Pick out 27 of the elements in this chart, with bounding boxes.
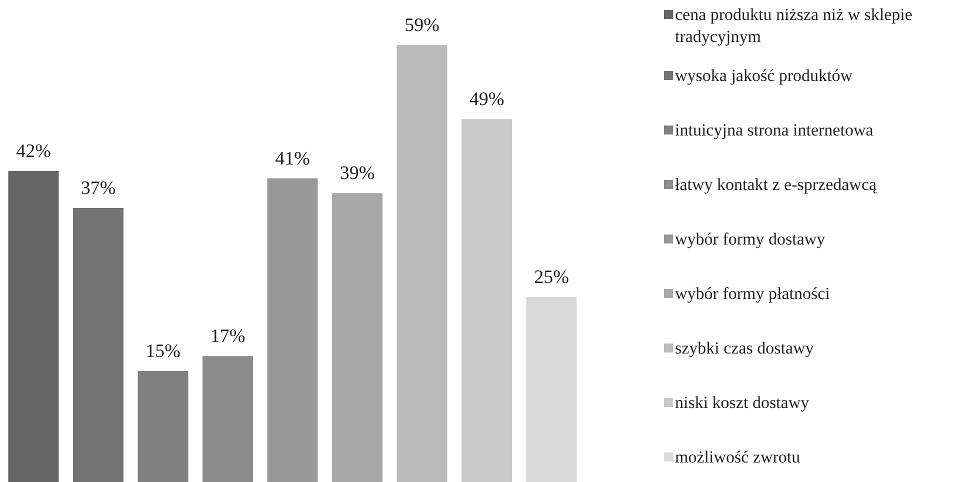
- data-label: 37%: [80, 178, 116, 199]
- data-label: 41%: [275, 148, 310, 170]
- bar: [332, 193, 383, 482]
- data-label: 49%: [469, 89, 504, 110]
- bar: [526, 296, 577, 482]
- legend-label: cena produktu niższa niż w sklepie tradycyjnym: [675, 5, 912, 46]
- bar: [72, 208, 124, 482]
- legend-label: możliwość zwrotu: [675, 448, 801, 466]
- legend-label: wybór formy dostawy: [675, 230, 826, 248]
- data-label: 39%: [340, 163, 375, 184]
- legend-label: wysoka jakość produktów: [675, 66, 854, 85]
- legend-label: intuicyjna strona internetowa: [675, 120, 874, 140]
- bar: [202, 356, 253, 482]
- data-label: 17%: [210, 326, 246, 348]
- legend-label: wybór formy płatności: [675, 284, 830, 303]
- data-label: 15%: [146, 340, 181, 362]
- data-label: 25%: [534, 266, 570, 288]
- bar: [462, 119, 512, 482]
- data-label: 59%: [404, 15, 440, 36]
- bar: [138, 370, 188, 482]
- bar: [396, 45, 448, 482]
- legend-label: szybki czas dostawy: [675, 338, 814, 358]
- bar: [8, 170, 59, 482]
- data-label: 42%: [16, 140, 52, 162]
- legend-label: łatwy kontakt z e-sprzedawcą: [675, 175, 877, 194]
- legend-label: niski koszt dostawy: [675, 393, 810, 412]
- bar: [267, 178, 318, 482]
